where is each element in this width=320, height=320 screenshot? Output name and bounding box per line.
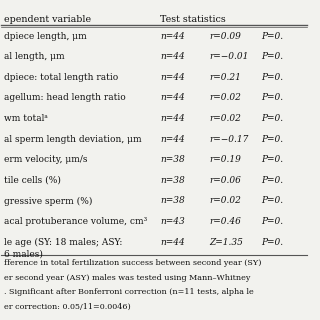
Text: P=0.: P=0.	[261, 52, 283, 61]
Text: r=0.02: r=0.02	[209, 114, 241, 123]
Text: P=0.: P=0.	[261, 135, 283, 144]
Text: le age (SY: 18 males; ASY:: le age (SY: 18 males; ASY:	[4, 238, 123, 247]
Text: al sperm length deviation, μm: al sperm length deviation, μm	[4, 135, 142, 144]
Text: erm velocity, μm/s: erm velocity, μm/s	[4, 155, 88, 164]
Text: n=38: n=38	[160, 176, 185, 185]
Text: n=43: n=43	[160, 217, 185, 226]
Text: r=−0.17: r=−0.17	[209, 135, 248, 144]
Text: P=0.: P=0.	[261, 93, 283, 102]
Text: r=0.19: r=0.19	[209, 155, 241, 164]
Text: agellum: head length ratio: agellum: head length ratio	[4, 93, 126, 102]
Text: r=0.06: r=0.06	[209, 176, 241, 185]
Text: er correction: 0.05/11=0.0046): er correction: 0.05/11=0.0046)	[4, 303, 131, 311]
Text: n=44: n=44	[160, 135, 185, 144]
Text: n=44: n=44	[160, 238, 185, 247]
Text: r=−0.01: r=−0.01	[209, 52, 248, 61]
Text: . Significant after Bonferroni correction (n=11 tests, alpha le: . Significant after Bonferroni correctio…	[4, 288, 254, 296]
Text: r=0.02: r=0.02	[209, 196, 241, 205]
Text: r=0.21: r=0.21	[209, 73, 241, 82]
Text: P=0.: P=0.	[261, 32, 283, 41]
Text: n=44: n=44	[160, 73, 185, 82]
Text: n=44: n=44	[160, 114, 185, 123]
Text: P=0.: P=0.	[261, 238, 283, 247]
Text: 6 males): 6 males)	[4, 249, 43, 258]
Text: dpiece: total length ratio: dpiece: total length ratio	[4, 73, 119, 82]
Text: fference in total fertilization success between second year (SY): fference in total fertilization success …	[4, 259, 262, 267]
Text: P=0.: P=0.	[261, 114, 283, 123]
Text: P=0.: P=0.	[261, 73, 283, 82]
Text: acal protuberance volume, cm³: acal protuberance volume, cm³	[4, 217, 148, 226]
Text: er second year (ASY) males was tested using Mann–Whitney: er second year (ASY) males was tested us…	[4, 274, 251, 282]
Text: gressive sperm (%): gressive sperm (%)	[4, 196, 93, 206]
Text: n=44: n=44	[160, 52, 185, 61]
Text: n=44: n=44	[160, 32, 185, 41]
Text: ependent variable: ependent variable	[4, 15, 92, 24]
Text: n=44: n=44	[160, 93, 185, 102]
Text: n=38: n=38	[160, 155, 185, 164]
Text: dpiece length, μm: dpiece length, μm	[4, 32, 87, 41]
Text: P=0.: P=0.	[261, 196, 283, 205]
Text: P=0.: P=0.	[261, 155, 283, 164]
Text: Test statistics: Test statistics	[160, 15, 226, 24]
Text: al length, μm: al length, μm	[4, 52, 65, 61]
Text: n=38: n=38	[160, 196, 185, 205]
Text: r=0.09: r=0.09	[209, 32, 241, 41]
Text: wm totalᵃ: wm totalᵃ	[4, 114, 48, 123]
Text: tile cells (%): tile cells (%)	[4, 176, 61, 185]
Text: P=0.: P=0.	[261, 176, 283, 185]
Text: Z=1.35: Z=1.35	[209, 238, 243, 247]
Text: r=0.46: r=0.46	[209, 217, 241, 226]
Text: P=0.: P=0.	[261, 217, 283, 226]
Text: r=0.02: r=0.02	[209, 93, 241, 102]
